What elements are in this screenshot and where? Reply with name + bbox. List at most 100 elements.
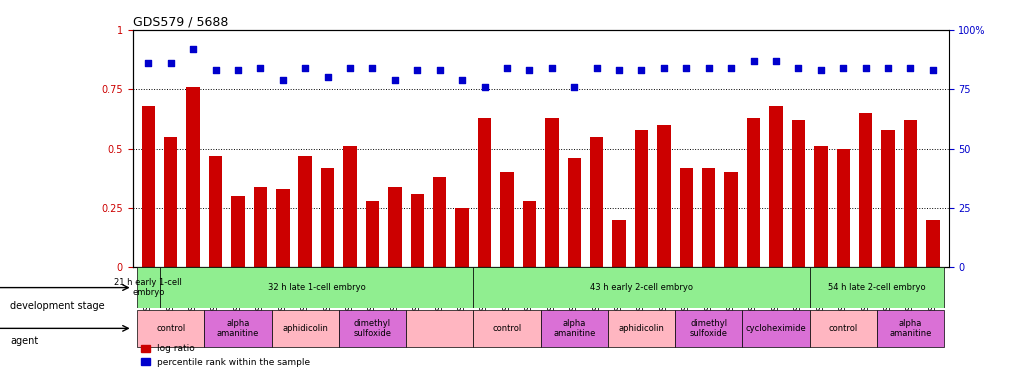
Bar xyxy=(768,106,782,267)
Bar xyxy=(231,196,245,267)
Point xyxy=(678,65,694,71)
Text: 43 h early 2-cell embryo: 43 h early 2-cell embryo xyxy=(589,283,692,292)
Bar xyxy=(567,158,581,267)
Point xyxy=(857,65,873,71)
Bar xyxy=(254,186,267,267)
Point xyxy=(543,65,559,71)
Text: GDS579 / 5688: GDS579 / 5688 xyxy=(132,16,228,29)
Point xyxy=(633,68,649,74)
Text: cycloheximide: cycloheximide xyxy=(745,324,806,333)
Point xyxy=(341,65,358,71)
Point xyxy=(722,65,739,71)
FancyBboxPatch shape xyxy=(876,310,944,347)
Bar xyxy=(411,194,424,267)
Bar xyxy=(544,118,558,267)
Bar xyxy=(388,186,401,267)
Point xyxy=(700,65,716,71)
Point xyxy=(498,65,515,71)
Bar xyxy=(276,189,289,267)
Point xyxy=(767,58,784,64)
Bar xyxy=(903,120,916,267)
Text: 32 h late 1-cell embryo: 32 h late 1-cell embryo xyxy=(267,283,365,292)
Text: dimethyl
sulfoxide: dimethyl sulfoxide xyxy=(354,319,391,338)
FancyBboxPatch shape xyxy=(473,310,540,347)
Bar xyxy=(454,208,469,267)
Bar xyxy=(634,130,647,267)
Text: agent: agent xyxy=(10,336,39,346)
Point xyxy=(184,46,201,52)
Point xyxy=(162,60,178,66)
Point xyxy=(252,65,268,71)
Point xyxy=(924,68,941,74)
Point xyxy=(790,65,806,71)
Point xyxy=(364,65,380,71)
FancyBboxPatch shape xyxy=(271,310,338,347)
Text: control: control xyxy=(156,324,185,333)
FancyBboxPatch shape xyxy=(204,310,271,347)
Point xyxy=(229,68,246,74)
Bar xyxy=(477,118,491,267)
Bar xyxy=(858,113,871,267)
Text: control: control xyxy=(492,324,521,333)
Point xyxy=(521,68,537,74)
Bar xyxy=(746,118,759,267)
Bar xyxy=(791,120,804,267)
Bar xyxy=(142,106,155,267)
Point xyxy=(610,68,627,74)
Bar xyxy=(656,125,669,267)
Point xyxy=(319,75,335,81)
Bar xyxy=(321,168,334,267)
Bar xyxy=(522,201,536,267)
Bar xyxy=(164,137,177,267)
FancyBboxPatch shape xyxy=(540,310,607,347)
Point xyxy=(297,65,313,71)
Bar xyxy=(836,148,849,267)
FancyBboxPatch shape xyxy=(809,310,876,347)
Bar xyxy=(186,87,200,267)
Point xyxy=(409,68,425,74)
Bar xyxy=(209,156,222,267)
Bar xyxy=(499,172,514,267)
FancyBboxPatch shape xyxy=(137,310,204,347)
Text: dimethyl
sulfoxide: dimethyl sulfoxide xyxy=(689,319,727,338)
Bar xyxy=(299,156,312,267)
Text: development stage: development stage xyxy=(10,301,105,310)
Legend: log ratio, percentile rank within the sample: log ratio, percentile rank within the sa… xyxy=(137,341,314,370)
Point xyxy=(812,68,828,74)
FancyBboxPatch shape xyxy=(473,267,809,308)
Point xyxy=(207,68,223,74)
Bar xyxy=(433,177,446,267)
Text: alpha
amanitine: alpha amanitine xyxy=(552,319,595,338)
Bar xyxy=(343,146,357,267)
Point xyxy=(386,77,403,83)
Bar xyxy=(611,220,626,267)
FancyBboxPatch shape xyxy=(809,267,944,308)
Text: 54 h late 2-cell embryo: 54 h late 2-cell embryo xyxy=(827,283,925,292)
Text: 21 h early 1-cell
embryo: 21 h early 1-cell embryo xyxy=(114,278,182,297)
Point xyxy=(588,65,604,71)
Point xyxy=(140,60,156,66)
Point xyxy=(655,65,672,71)
FancyBboxPatch shape xyxy=(406,310,473,347)
FancyBboxPatch shape xyxy=(742,310,809,347)
Bar xyxy=(679,168,692,267)
Point xyxy=(476,84,492,90)
Point xyxy=(835,65,851,71)
Text: alpha
amanitine: alpha amanitine xyxy=(217,319,259,338)
Bar xyxy=(723,172,737,267)
Point xyxy=(566,84,582,90)
Bar xyxy=(589,137,603,267)
Bar xyxy=(366,201,379,267)
FancyBboxPatch shape xyxy=(338,310,406,347)
Text: aphidicolin: aphidicolin xyxy=(282,324,328,333)
Point xyxy=(431,68,447,74)
Point xyxy=(745,58,761,64)
FancyBboxPatch shape xyxy=(607,310,675,347)
Bar xyxy=(813,146,826,267)
Bar xyxy=(925,220,938,267)
Bar xyxy=(880,130,894,267)
FancyBboxPatch shape xyxy=(159,267,473,308)
FancyBboxPatch shape xyxy=(137,267,159,308)
Point xyxy=(879,65,896,71)
Point xyxy=(453,77,470,83)
